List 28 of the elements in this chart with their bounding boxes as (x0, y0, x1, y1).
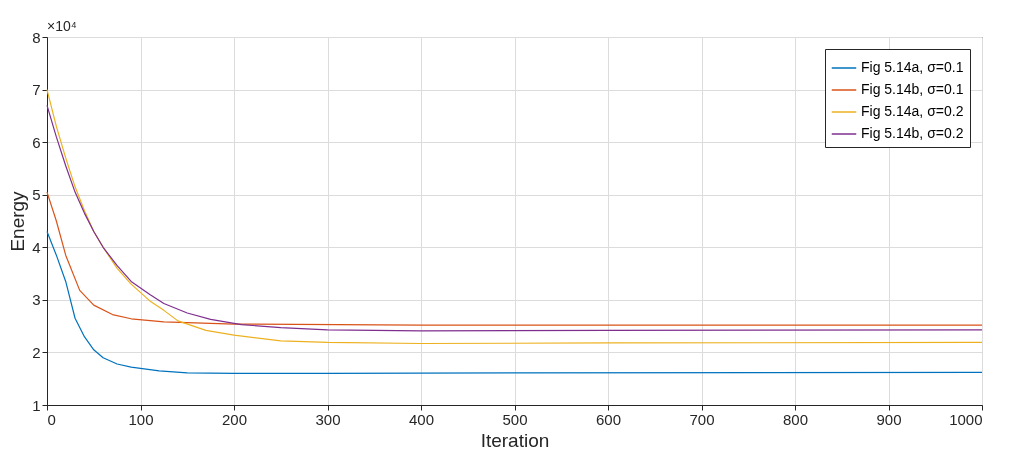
x-tick-label: 0 (47, 410, 56, 428)
y-tick-label: 1 (32, 396, 41, 414)
legend-label: Fig 5.14a, σ=0.2 (861, 103, 964, 119)
y-axis-title: Energy (7, 190, 29, 252)
legend-label: Fig 5.14b, σ=0.2 (861, 125, 964, 141)
y-tick-label: 2 (32, 343, 41, 361)
x-tick-label: 100 (128, 410, 154, 428)
legend-label: Fig 5.14a, σ=0.1 (861, 59, 964, 75)
y-tick-label: 3 (32, 291, 41, 309)
x-tick-label: 300 (315, 410, 341, 428)
x-axis-title: Iteration (480, 429, 550, 451)
y-tick-label: 6 (32, 133, 41, 151)
x-tick-label: 1000 (949, 410, 983, 428)
x-tick-label: 200 (221, 410, 248, 428)
x-tick-label: 600 (595, 410, 622, 428)
x-tick-label: 400 (408, 410, 435, 428)
line-series (46, 191, 983, 326)
x-tick-label: 900 (876, 410, 902, 428)
line-series (46, 230, 983, 375)
text: ×10⁴ (47, 18, 77, 34)
x-tick-label: 500 (502, 410, 528, 428)
y-tick-label: 7 (32, 81, 41, 99)
y-tick-label: 8 (32, 28, 41, 46)
x-tick-label: 800 (782, 410, 809, 428)
y-tick-label: 4 (32, 238, 41, 256)
x-tick-label: 700 (689, 410, 715, 428)
y-tick-label: 5 (32, 186, 41, 204)
legend-label: Fig 5.14b, σ=0.1 (861, 81, 964, 97)
